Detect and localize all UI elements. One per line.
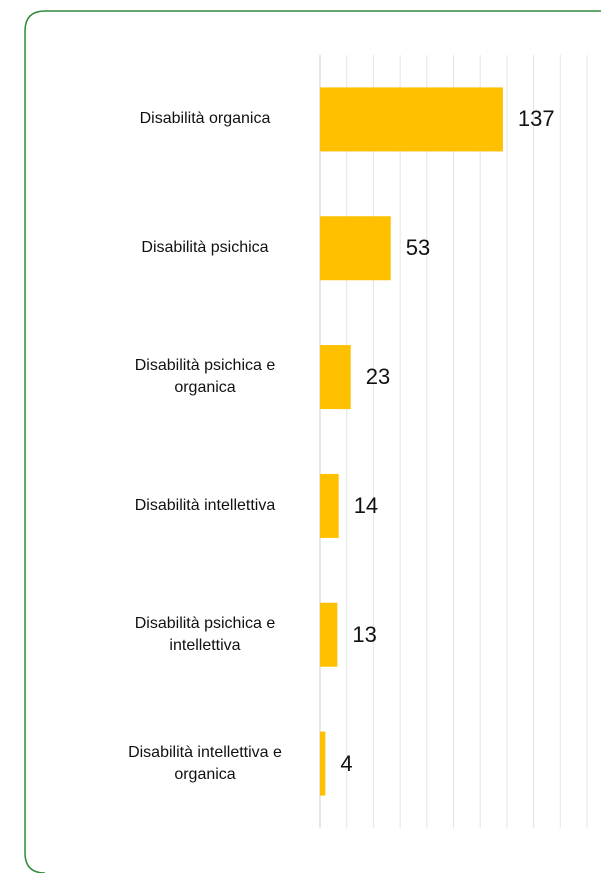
category-label: Disabilità psichica e intellettiva [134,614,276,654]
bar [320,87,503,152]
value-label: 4 [340,750,353,776]
value-label: 13 [352,621,377,647]
bar [320,473,339,538]
bar [320,731,326,796]
bar [320,602,338,667]
category-label: Disabilità psichica e organica [134,357,276,397]
value-label: 23 [365,364,391,390]
bar [320,345,351,410]
category-label: Disabilità intellettiva e organica [128,743,282,783]
category-label: Disabilità psichica [141,239,269,257]
value-label: 14 [353,492,379,518]
frame [24,10,601,873]
value-label: 137 [517,106,555,132]
bar [320,216,391,281]
category-label: Disabilità intellettiva [134,496,276,514]
category-label: Disabilità organica [139,110,271,128]
value-label: 53 [405,235,431,261]
